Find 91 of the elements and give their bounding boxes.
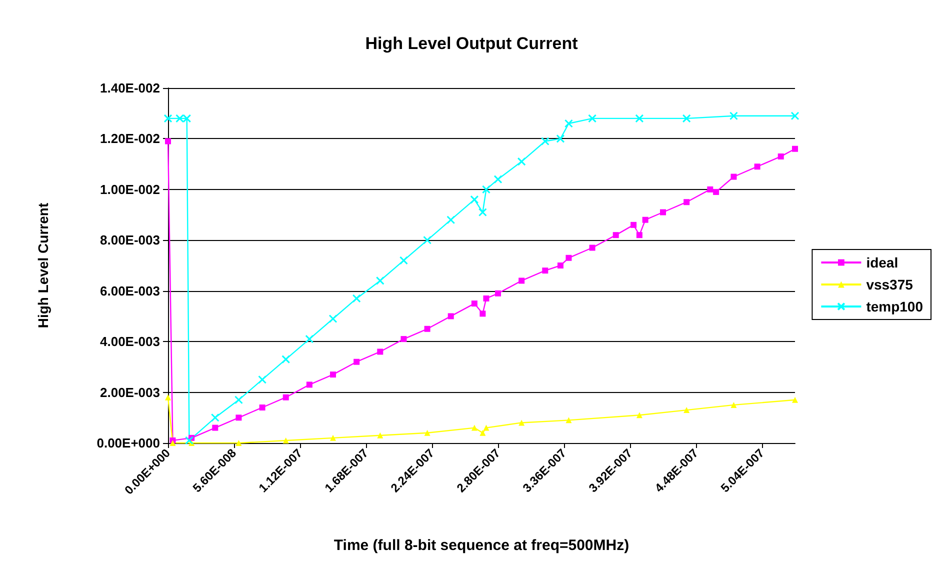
- point: [234, 396, 243, 404]
- point: [210, 413, 220, 422]
- point: [684, 407, 690, 414]
- point: [754, 164, 760, 170]
- point: [588, 114, 597, 123]
- legend-label: ideal: [866, 254, 898, 270]
- point: [330, 372, 336, 378]
- point: [305, 334, 314, 344]
- point: [446, 216, 456, 224]
- point: [540, 137, 550, 146]
- point: [236, 414, 242, 421]
- y-axis-title: High Level Current: [35, 202, 51, 328]
- point: [518, 420, 525, 426]
- point: [480, 430, 486, 436]
- point: [778, 153, 784, 160]
- point: [630, 222, 637, 228]
- point: [684, 199, 690, 206]
- point: [556, 134, 565, 143]
- point: [707, 186, 714, 192]
- point: [306, 382, 312, 388]
- point: [478, 208, 487, 216]
- point: [423, 236, 432, 244]
- point: [495, 290, 501, 296]
- point: [636, 232, 642, 238]
- point: [170, 440, 176, 446]
- point: [713, 188, 720, 195]
- point: [483, 424, 490, 431]
- point: [471, 424, 478, 431]
- point: [480, 310, 486, 317]
- point: [482, 185, 490, 194]
- point: [517, 157, 526, 166]
- point: [448, 313, 454, 320]
- y-tick-label: 4.00E-003: [100, 334, 160, 350]
- point: [354, 358, 360, 365]
- point: [566, 417, 572, 424]
- y-tick-label: 1.40E-002: [100, 80, 160, 96]
- point: [589, 244, 596, 251]
- point: [258, 375, 267, 384]
- y-tick-label: 6.00E-003: [100, 283, 160, 298]
- point: [557, 262, 564, 268]
- point: [792, 396, 798, 403]
- point: [377, 348, 384, 355]
- point: [282, 394, 289, 400]
- point: [328, 314, 338, 323]
- point: [164, 114, 172, 123]
- point: [182, 114, 192, 123]
- y-tick-label: 1.00E-002: [100, 182, 160, 197]
- y-tick-label: 8.00E-003: [100, 232, 160, 248]
- point: [542, 268, 548, 274]
- point: [424, 430, 430, 436]
- point: [612, 232, 619, 238]
- point: [729, 112, 738, 120]
- point: [470, 195, 479, 204]
- point: [566, 254, 572, 261]
- point: [792, 146, 798, 152]
- point: [165, 138, 171, 144]
- x-axis-title: Time (full 8-bit sequence at freq=500MHz): [334, 537, 630, 554]
- point: [682, 114, 691, 123]
- point: [424, 326, 430, 332]
- point: [642, 216, 648, 223]
- point: [660, 209, 666, 216]
- point: [790, 112, 800, 120]
- legend-label: temp100: [866, 298, 924, 314]
- point: [236, 440, 242, 446]
- point: [483, 295, 490, 302]
- point: [352, 294, 361, 303]
- chart-title: High Level Output Current: [365, 34, 578, 53]
- point: [635, 114, 644, 123]
- y-tick-label: 0.00E+000: [96, 436, 160, 450]
- y-tick-label: 1.20E-002: [100, 131, 160, 146]
- point: [376, 276, 384, 285]
- point: [730, 402, 737, 408]
- point: [494, 175, 502, 184]
- point: [330, 434, 336, 441]
- point: [282, 355, 290, 364]
- point: [564, 119, 573, 128]
- point: [636, 412, 642, 418]
- point: [518, 278, 525, 284]
- point: [184, 436, 194, 445]
- point: [282, 437, 289, 444]
- point: [471, 300, 478, 307]
- point: [165, 394, 171, 400]
- point: [176, 114, 184, 123]
- y-tick-label: 2.00E-003: [100, 384, 160, 400]
- point: [730, 174, 737, 180]
- point: [212, 424, 218, 431]
- point: [259, 404, 266, 410]
- point: [377, 432, 384, 438]
- point: [399, 256, 408, 265]
- point: [400, 336, 407, 342]
- legend-label: vss375: [866, 276, 914, 292]
